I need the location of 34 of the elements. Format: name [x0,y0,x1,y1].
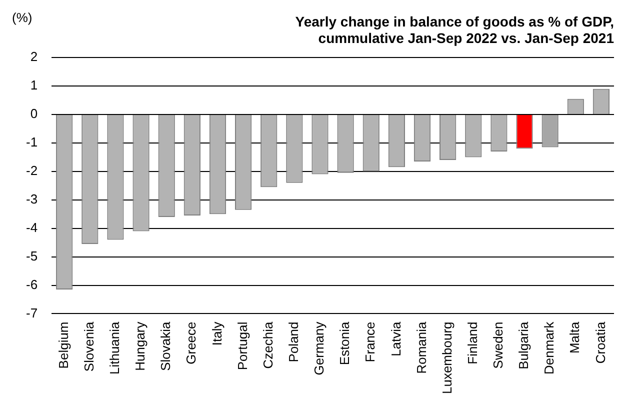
x-tick-label: Finland [464,322,480,364]
x-tick-label: Greece [184,322,199,364]
x-tick-label: Hungary [132,321,148,371]
x-tick-label: Lithuania [107,320,122,375]
x-tick-label: Sweden [490,322,506,369]
x-tick-label: Croatia [592,320,608,364]
y-tick-label: 1 [30,78,38,93]
y-tick-label: -5 [26,248,38,264]
x-tick-label: Poland [286,322,302,362]
x-tick-label: Italy [209,321,224,346]
x-tick-label: Germany [312,321,327,376]
x-tick-label: Portugal [234,322,250,370]
x-tick-label: Slovakia [158,320,174,371]
y-tick-label: -7 [26,305,38,320]
x-tick-label: Romania [414,320,429,374]
y-axis-title: (%) [12,10,32,26]
chart-title: Yearly change in balance of goods as % of GDP, cummulative Jan-Sep 2022 vs. Jan-Sep 2021 [295,13,614,46]
x-tick-label: Luxembourg [439,322,454,394]
y-tick-label: -4 [26,220,38,235]
x-tick-label: Denmark [542,321,557,374]
x-tick-label: Belgium [56,322,71,369]
x-tick-label: Estonia [337,320,352,366]
x-tick-label: Czechia [260,320,276,369]
y-tick-label: -1 [26,134,38,150]
y-tick-label: -3 [26,191,38,206]
y-tick-label: -6 [26,276,38,292]
y-tick-label: 2 [30,49,38,64]
x-tick-label: France [362,322,378,362]
x-tick-label: Malta [567,320,582,354]
y-tick-label: 0 [30,106,38,122]
x-tick-label: Bulgaria [516,320,532,370]
x-tick-label: Slovenia [81,320,96,372]
x-tick-label: Latvia [388,320,404,356]
y-tick-label: -2 [26,163,38,178]
